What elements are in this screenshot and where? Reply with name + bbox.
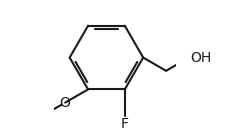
Text: F: F (120, 117, 128, 131)
Text: OH: OH (189, 51, 210, 65)
Text: O: O (60, 96, 70, 110)
